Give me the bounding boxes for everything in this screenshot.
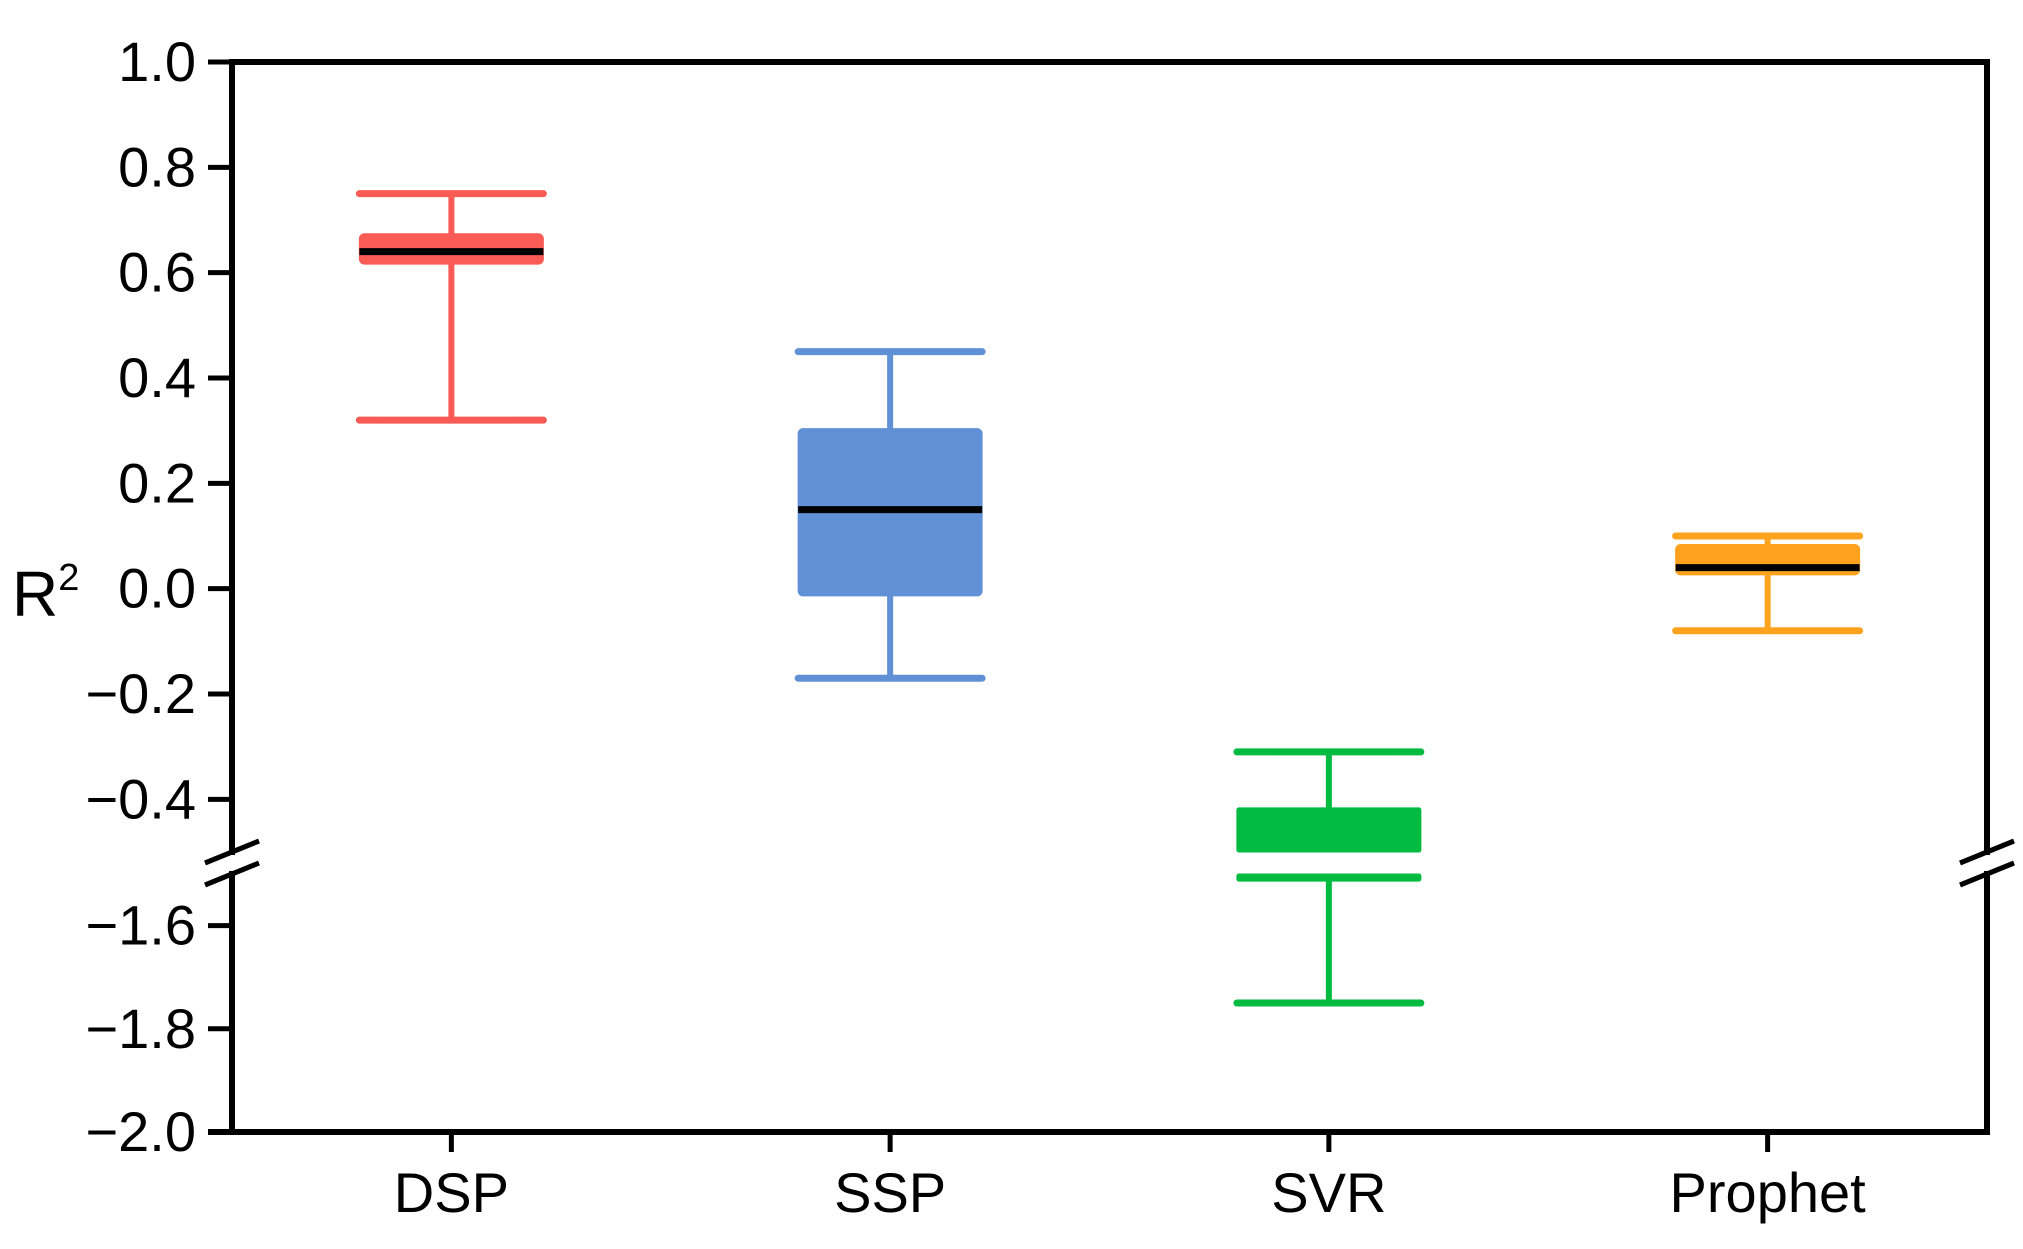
y-tick-label-0.0: 0.0 <box>118 557 196 620</box>
y-tick-label-−1.6: −1.6 <box>85 894 196 957</box>
y-axis-label: R2 <box>12 559 79 626</box>
y-tick-label-0.2: 0.2 <box>118 451 196 514</box>
y-tick-label-0.8: 0.8 <box>118 135 196 198</box>
y-tick-label-−0.2: −0.2 <box>85 662 196 725</box>
y-tick-label-0.6: 0.6 <box>118 241 196 304</box>
x-category-label-SVR: SVR <box>1271 1161 1386 1224</box>
axis-break-slash-1-right <box>1959 838 2015 866</box>
y-tick-label-0.4: 0.4 <box>118 346 196 409</box>
y-tick-label-−0.4: −0.4 <box>85 767 196 830</box>
y-tick-label-−1.8: −1.8 <box>85 997 196 1060</box>
y-tick-label-1.0: 1.0 <box>118 30 196 93</box>
y-axis-label-base: R <box>12 558 59 630</box>
x-category-label-SSP: SSP <box>834 1161 946 1224</box>
axis-break-slash-2-right <box>1959 860 2015 888</box>
box-lower-part-SVR <box>1236 873 1422 882</box>
y-axis-label-superscript: 2 <box>58 557 80 599</box>
box-upper-part-SVR <box>1236 807 1422 853</box>
y-tick-label-−2.0: −2.0 <box>85 1100 196 1163</box>
axis-break-slash-2-left <box>204 860 260 888</box>
x-category-label-DSP: DSP <box>394 1161 509 1224</box>
axis-break-slash-1-left <box>204 838 260 866</box>
x-category-label-Prophet: Prophet <box>1670 1161 1867 1224</box>
